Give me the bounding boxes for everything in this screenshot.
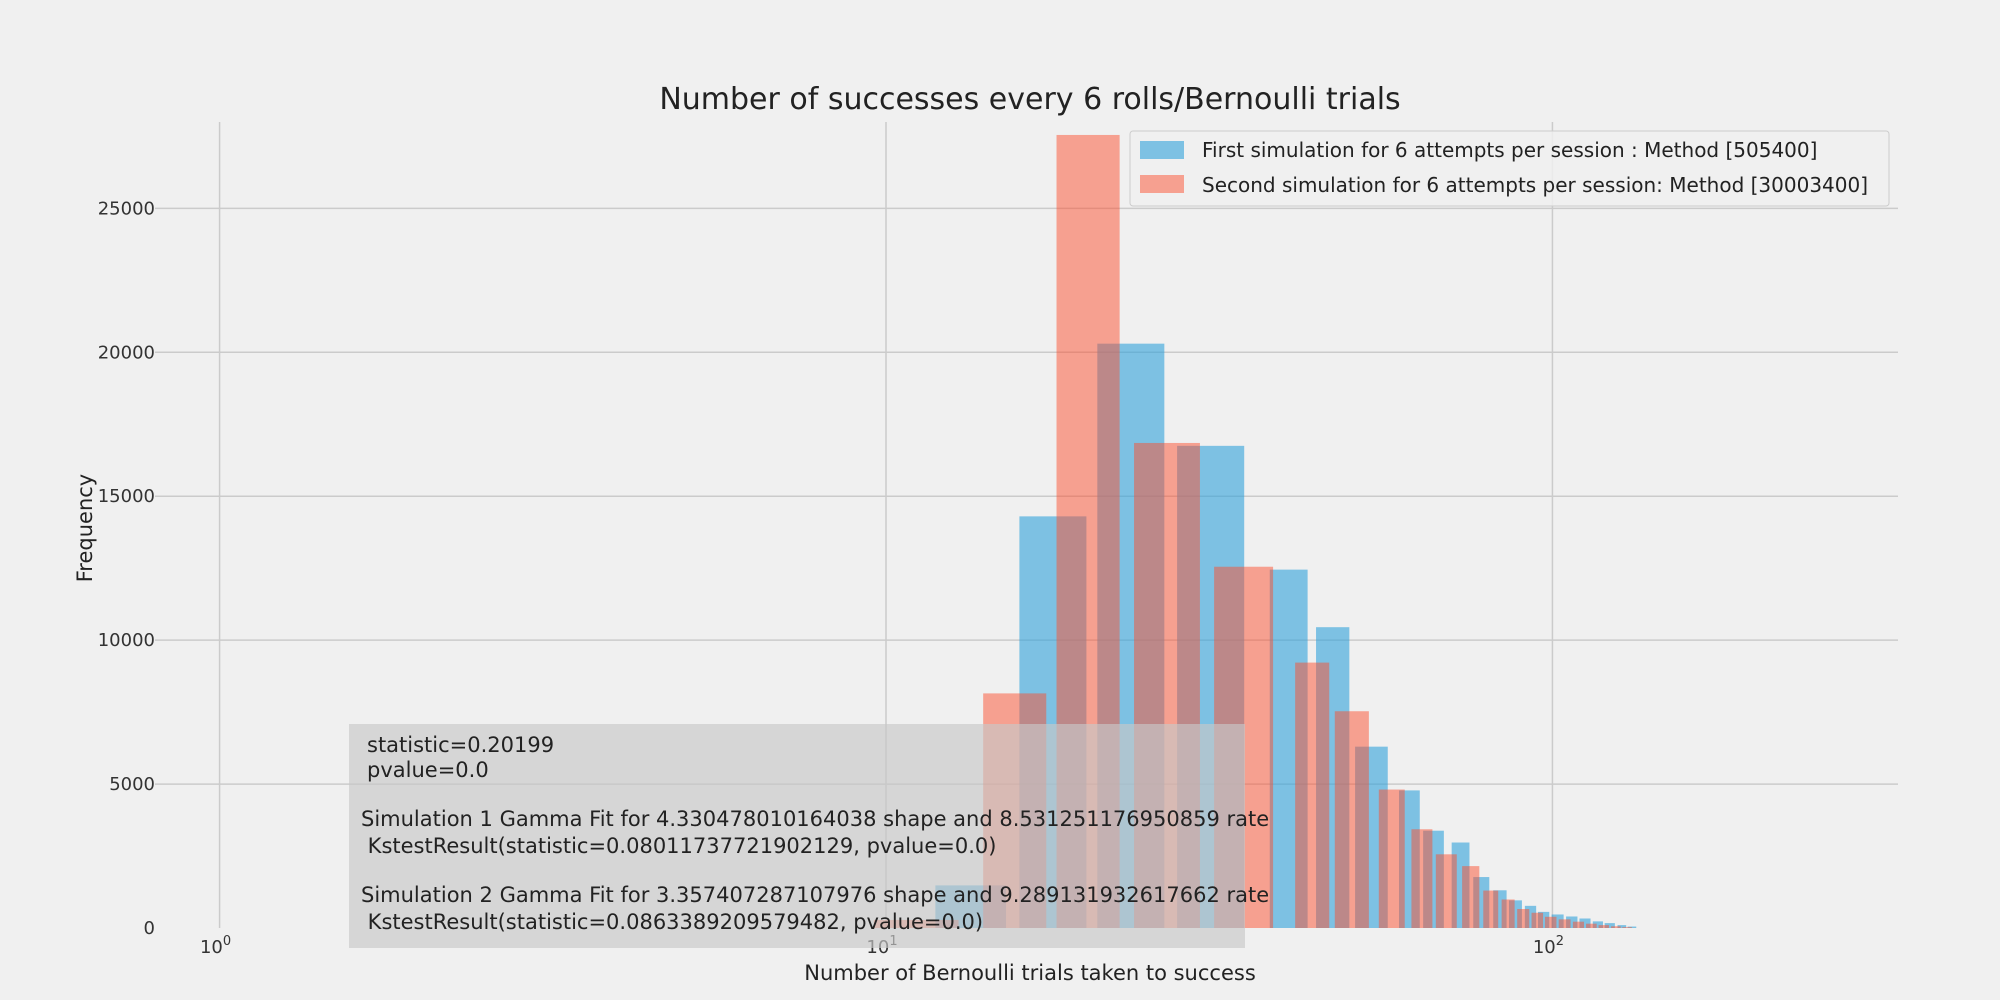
legend-box <box>1129 130 1890 207</box>
bar-second-simulation <box>1611 926 1621 928</box>
bar-second-simulation <box>1334 711 1369 928</box>
x-tick-label: 102 <box>1533 934 1564 958</box>
bar-first-simulation <box>1579 918 1591 928</box>
annotation-line: KstestResult(statistic=0.080117377219021… <box>361 834 996 858</box>
bar-second-simulation <box>1411 829 1433 928</box>
y-axis-label: Frequency <box>73 474 97 583</box>
bar-second-simulation <box>1462 866 1480 928</box>
y-tick-label: 20000 <box>98 342 155 363</box>
bar-second-simulation <box>1622 927 1632 928</box>
x-tick-label: 100 <box>200 934 231 958</box>
bar-first-simulation <box>1537 911 1550 928</box>
annotation-line: Simulation 1 Gamma Fit for 4.33047801016… <box>361 807 1269 831</box>
bar-second-simulation <box>1598 925 1609 928</box>
bar-first-simulation <box>1566 916 1578 928</box>
annotation-line: pvalue=0.0 <box>367 758 489 782</box>
bar-second-simulation <box>1544 916 1557 928</box>
bar-second-simulation <box>1501 899 1515 928</box>
y-tick-label: 15000 <box>98 486 155 507</box>
bar-first-simulation <box>1604 923 1615 928</box>
annotation-line: KstestResult(statistic=0.086338920957948… <box>361 910 983 934</box>
bar-second-simulation <box>1483 890 1499 928</box>
y-axis-ticks: 0 5000 10000 15000 20000 25000 <box>98 198 155 939</box>
ks-test-annotation: statistic=0.20199 pvalue=0.0 Simulation … <box>349 724 1269 948</box>
chart-title: Number of successes every 6 rolls/Bernou… <box>659 82 1400 117</box>
x-axis-label: Number of Bernoulli trials taken to succ… <box>804 961 1256 985</box>
bar-second-simulation <box>1586 923 1597 928</box>
y-tick-label: 10000 <box>98 630 155 651</box>
bar-first-simulation <box>1592 921 1603 928</box>
legend-label-second: Second simulation for 6 attempts per ses… <box>1202 173 1868 197</box>
y-tick-label: 25000 <box>98 198 155 219</box>
bar-first-simulation <box>1627 926 1637 928</box>
bar-second-simulation <box>1558 919 1571 928</box>
legend-label-first: First simulation for 6 attempts per sess… <box>1202 138 1817 162</box>
legend-swatch-first <box>1140 141 1184 159</box>
bar-first-simulation <box>1617 925 1627 928</box>
annotation-line: Simulation 2 Gamma Fit for 3.35740728710… <box>361 883 1269 907</box>
bar-second-simulation <box>1572 921 1585 928</box>
bar-first-simulation <box>1524 905 1537 928</box>
bar-second-simulation <box>1435 854 1457 928</box>
annotation-line: statistic=0.20199 <box>367 733 554 757</box>
legend-swatch-second <box>1140 175 1184 193</box>
bar-second-simulation <box>1378 789 1405 928</box>
annotation-box <box>349 724 1245 948</box>
bar-second-simulation <box>1531 912 1544 928</box>
bar-second-simulation <box>1295 662 1330 928</box>
bar-second-simulation <box>1517 909 1530 928</box>
y-tick-label: 5000 <box>109 774 155 795</box>
legend: First simulation for 6 attempts per sess… <box>1129 130 1890 207</box>
y-tick-label: 0 <box>144 918 155 939</box>
